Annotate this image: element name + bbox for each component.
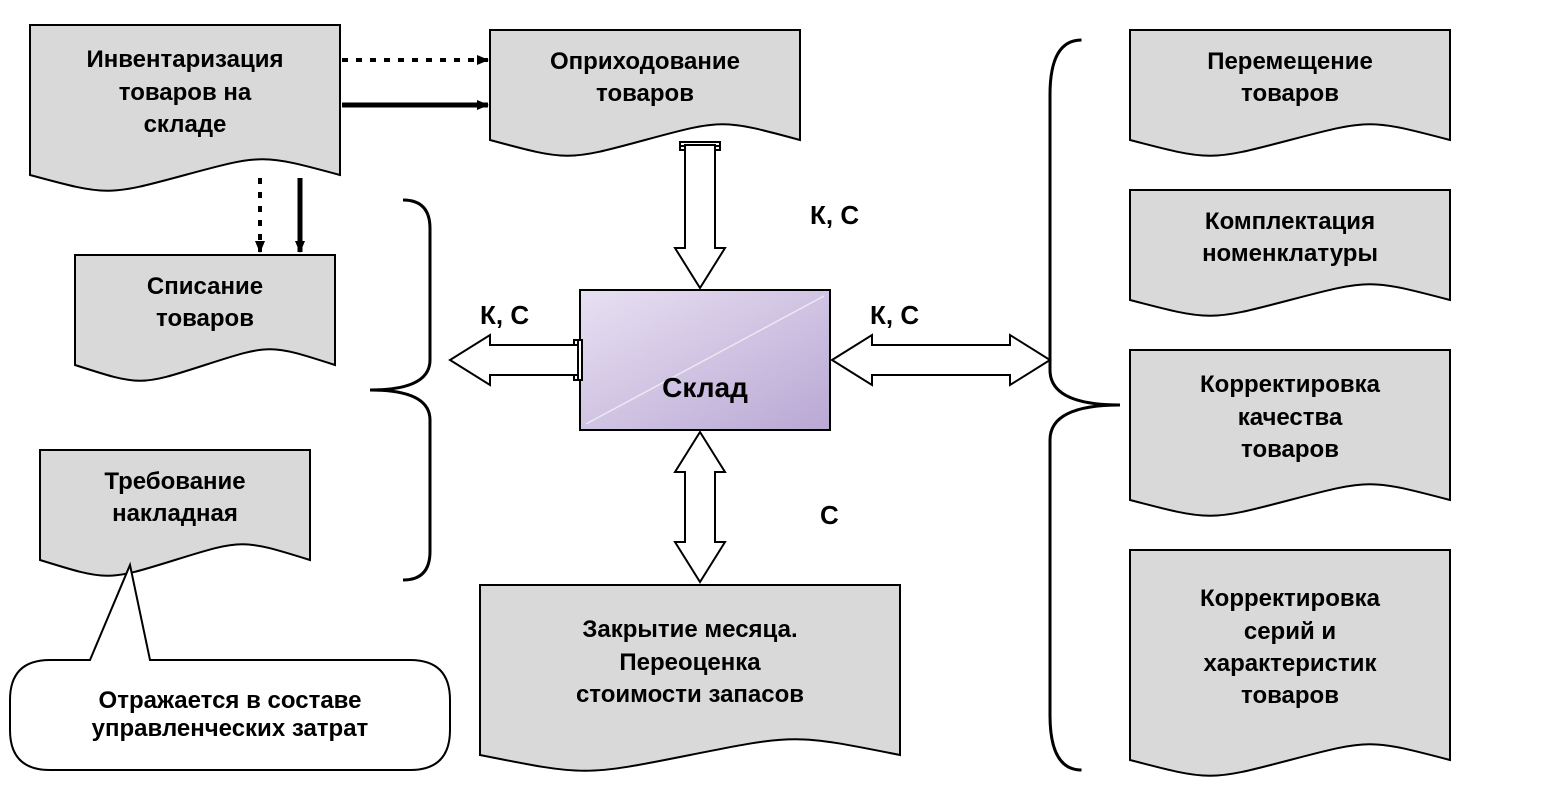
doc-box-writeoff: Списание товаров — [75, 255, 335, 351]
doc-box-series: Корректировка серий и характеристик това… — [1130, 550, 1450, 746]
doc-box-month_close: Закрытие месяца. Переоценка стоимости за… — [480, 585, 900, 741]
label-c_bottom: С — [820, 500, 839, 531]
central-warehouse: Склад — [580, 353, 830, 423]
doc-box-move: Перемещение товаров — [1130, 30, 1450, 126]
label-kc_top: К, С — [810, 200, 859, 231]
doc-box-posting: Оприходование товаров — [490, 30, 800, 126]
callout-note: Отражается в составе управленческих затр… — [10, 660, 450, 770]
label-kc_left: К, С — [480, 300, 529, 331]
doc-box-complect: Комплектация номенклатуры — [1130, 190, 1450, 286]
doc-box-quality: Корректировка качества товаров — [1130, 350, 1450, 486]
label-kc_right: К, С — [870, 300, 919, 331]
doc-box-demand: Требование накладная — [40, 450, 310, 546]
doc-box-inventory: Инвентаризация товаров на складе — [30, 25, 340, 161]
diagram-stage: Инвентаризация товаров на складе Оприходо… — [0, 0, 1559, 805]
